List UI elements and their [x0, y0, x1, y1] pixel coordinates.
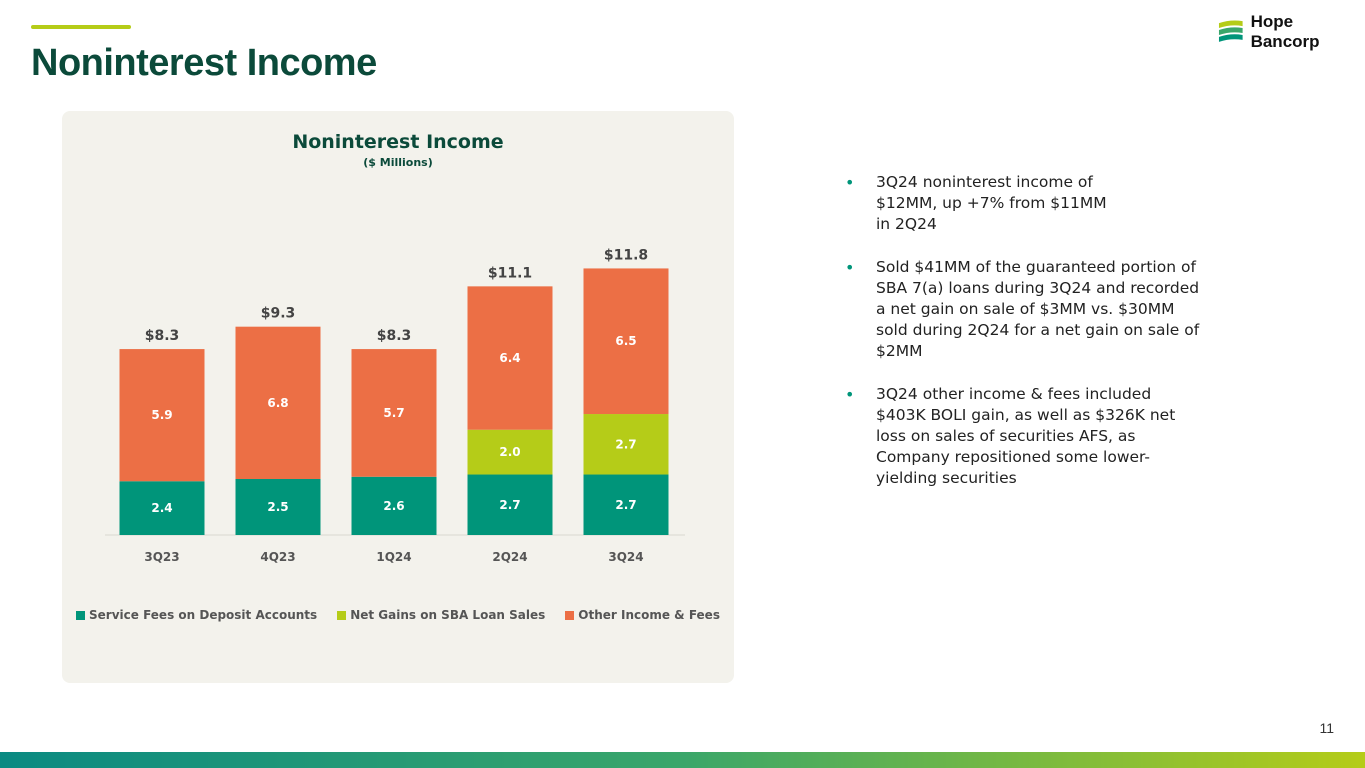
chart-subtitle: ($ Millions) — [363, 156, 433, 169]
total-label: $8.3 — [145, 328, 180, 344]
bar-segment — [235, 326, 321, 479]
legend-item: Other Income & Fees — [565, 608, 720, 622]
bar-segment — [351, 476, 437, 535]
total-label: $8.3 — [377, 328, 412, 344]
bar-segment — [467, 474, 553, 535]
legend-swatch — [337, 610, 347, 620]
legend-swatch — [76, 610, 86, 620]
x-tick-label: 3Q24 — [608, 550, 643, 564]
bar-segment — [467, 286, 553, 430]
bullet-text: 3Q24 noninterest income of $12MM, up +7%… — [876, 173, 1107, 233]
bar-segment — [235, 479, 321, 535]
data-label: 6.8 — [267, 396, 288, 410]
bar-segment — [119, 481, 205, 535]
logo-text: Hope Bancorp — [1250, 12, 1320, 51]
bullet-text: 3Q24 other income & fees included $403K … — [876, 385, 1176, 487]
data-label: 5.9 — [151, 408, 172, 422]
total-label: $11.1 — [488, 265, 532, 281]
x-tick-label: 4Q23 — [260, 550, 295, 564]
legend-label: Net Gains on SBA Loan Sales — [350, 608, 546, 622]
data-label: 6.5 — [615, 334, 636, 348]
total-label: $9.3 — [261, 306, 296, 322]
x-tick-label: 1Q24 — [376, 550, 411, 564]
bar-segment — [467, 429, 553, 475]
data-label: 6.4 — [499, 351, 520, 365]
legend-label: Other Income & Fees — [578, 608, 720, 622]
data-label: 5.7 — [383, 406, 404, 420]
bar-segment — [583, 268, 669, 415]
data-label: 2.7 — [615, 437, 636, 451]
bullet-text: Sold $41MM of the guaranteed portion of … — [876, 258, 1200, 360]
chart-title: Noninterest Income — [292, 131, 504, 153]
logo: Hope Bancorp — [1217, 12, 1365, 52]
data-label: 2.7 — [499, 498, 520, 512]
legend-item: Net Gains on SBA Loan Sales — [337, 608, 545, 622]
data-label: 2.0 — [499, 445, 520, 459]
x-tick-label: 2Q24 — [492, 550, 527, 564]
page-title: Noninterest Income — [31, 42, 377, 84]
legend-item: Service Fees on Deposit Accounts — [76, 608, 317, 622]
bullet-icon: • — [845, 385, 855, 404]
bar-segment — [351, 349, 437, 477]
legend-swatch — [565, 610, 575, 620]
bullet-item: • 3Q24 other income & fees included $403K… — [845, 384, 1205, 489]
bullet-icon: • — [845, 173, 855, 192]
bar-segment — [119, 349, 205, 482]
stacked-bar-chart: 2.4 5.9 $8.3 3Q23 2.5 6.8 $9.3 4Q23 2.6 5.7 $8.3 1Q… — [105, 247, 685, 564]
logo-mark-icon — [1218, 20, 1243, 42]
page-number: 11 — [1319, 720, 1334, 736]
bar-segment — [583, 414, 669, 475]
data-label: 2.6 — [383, 499, 404, 513]
bullet-list: • 3Q24 noninterest income of $12MM, up +7… — [845, 172, 1205, 511]
x-tick-label: 3Q23 — [144, 550, 179, 564]
bar-segment — [583, 474, 669, 535]
title-accent-line — [31, 25, 131, 29]
total-label: $11.8 — [604, 247, 648, 263]
bullet-item: • Sold $41MM of the guaranteed portion of… — [845, 257, 1205, 362]
data-label: 2.5 — [267, 500, 288, 514]
bullet-icon: • — [845, 258, 855, 277]
chart-legend: Service Fees on Deposit Accounts Net Gai… — [62, 608, 734, 622]
footer-gradient-bar — [0, 752, 1365, 768]
bullet-item: • 3Q24 noninterest income of $12MM, up +7… — [845, 172, 1205, 235]
data-label: 2.7 — [615, 498, 636, 512]
legend-label: Service Fees on Deposit Accounts — [89, 608, 318, 622]
data-label: 2.4 — [151, 501, 172, 515]
chart-card: Noninterest Income ($ Millions) 2.4 5.9 $8… — [62, 111, 734, 683]
